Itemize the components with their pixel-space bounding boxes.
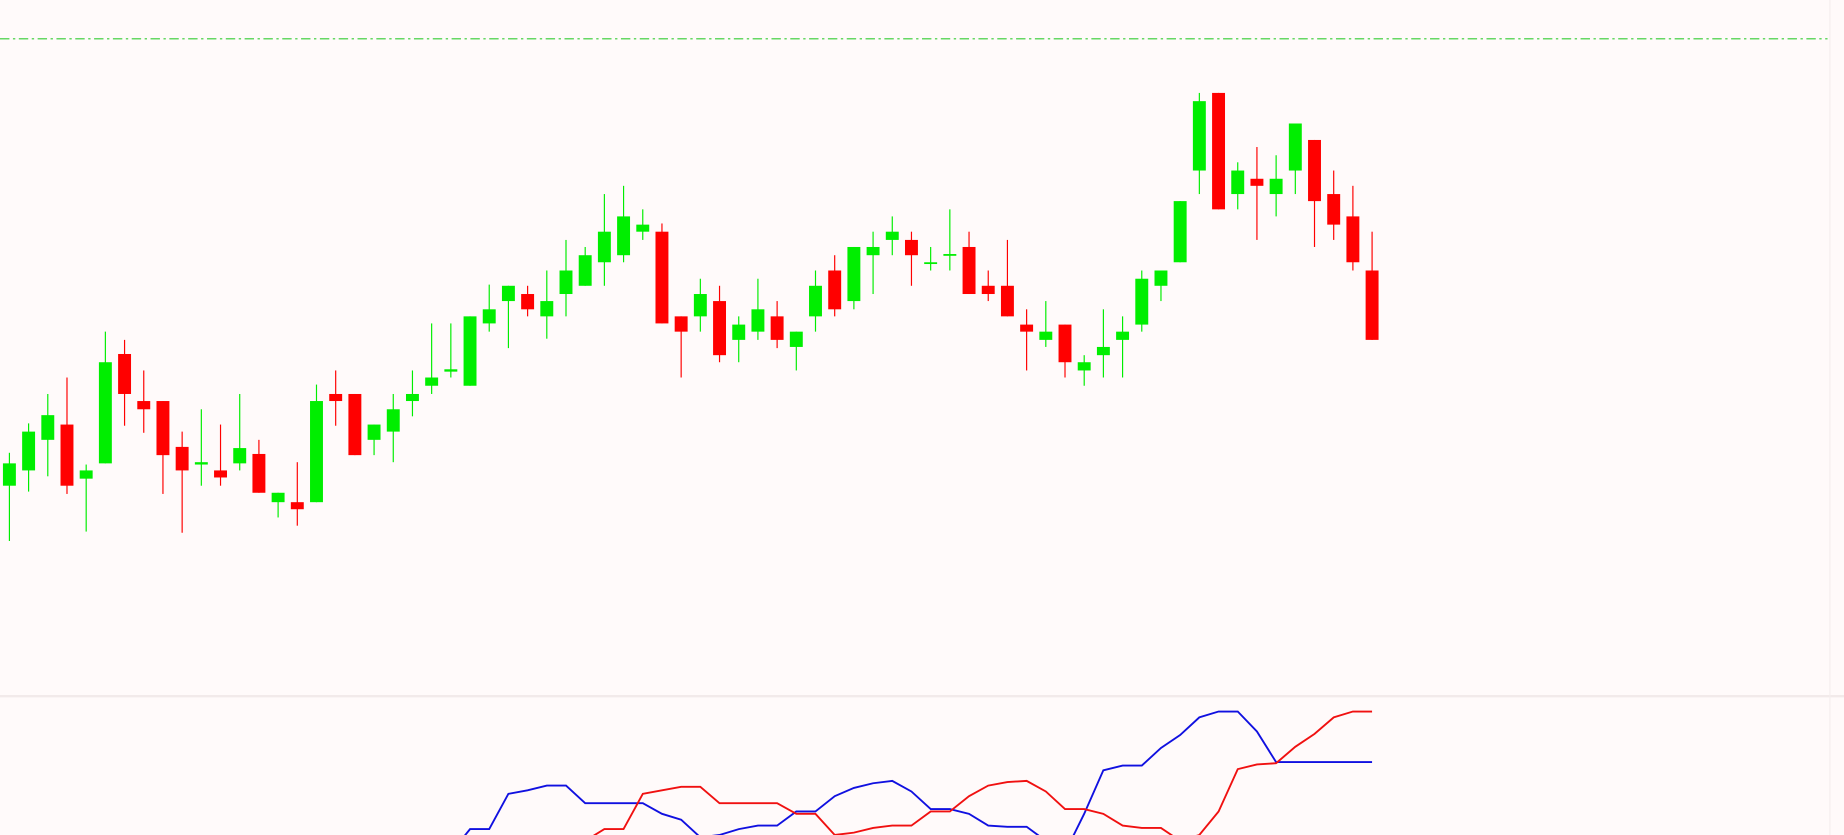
candle-body [847,246,861,302]
candle-body [732,324,746,340]
candle-body [751,309,765,332]
candle-body [885,231,899,240]
candle-body [1173,201,1187,263]
candle-body [617,216,631,256]
candle-body [1288,123,1302,171]
candle-body [386,409,400,432]
candle-body [521,294,535,310]
candle-body [674,316,688,332]
candle-body [310,401,323,503]
candle-body [1096,346,1110,356]
candle-body [789,331,803,347]
candle-body [175,446,189,471]
candle-body [1154,270,1168,286]
candle-body [924,262,938,265]
candle-body [2,463,16,486]
candle-body [1308,139,1321,202]
candle-body [79,470,93,479]
candle-body [1192,101,1206,171]
candle-body [828,270,842,310]
candle-body [1058,324,1072,363]
candle-body [1116,331,1130,340]
candle-body [233,448,247,464]
candle-body [1250,178,1264,186]
candle-body [290,502,304,510]
candle-body [809,285,822,317]
candle-body [693,294,707,317]
candle-body [578,255,592,286]
candle-body [405,393,419,402]
candle-body [962,246,976,295]
candle-body [137,401,151,410]
candle-body [636,224,650,232]
candle-body [713,301,727,356]
candle-body [1269,178,1283,195]
candle-body [271,492,285,503]
candle-body [655,231,669,324]
candle-body [540,301,554,317]
candle-body [1135,278,1149,325]
candle-body [367,424,381,440]
candle-body [981,285,995,295]
candle-body [1077,362,1091,371]
candle-body [22,431,36,471]
candle-body [1346,216,1360,263]
candle-body [118,353,132,394]
indicator-pane [464,710,1373,835]
candle-body [329,393,343,402]
candle-body [1327,194,1341,225]
candle-body [1231,170,1245,195]
candle-body [482,309,496,324]
candle-body [1212,92,1226,210]
candle-body [463,316,477,386]
candle-body [425,377,439,386]
candle-body [1020,324,1034,332]
candle-body [60,424,74,486]
candle-body [559,270,573,295]
candle-body [866,246,880,256]
candle-body [501,285,515,302]
candle-body [1365,270,1379,340]
candle-body [98,362,112,464]
candle-body [252,453,266,493]
candle-body [1039,331,1053,340]
indicator-line [592,710,1373,835]
candle-body [1000,285,1014,317]
candle-body [41,415,55,440]
candle-body [943,254,957,256]
candle-body [194,462,208,465]
candle-body [904,239,918,256]
candle-body [214,470,227,478]
candle-body [770,316,784,340]
candle-body [597,231,611,263]
candle-body [156,401,170,456]
indicator-line [464,710,1373,835]
candle-body [348,393,362,456]
candle-body [444,369,458,372]
